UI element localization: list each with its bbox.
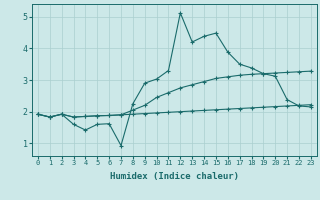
X-axis label: Humidex (Indice chaleur): Humidex (Indice chaleur): [110, 172, 239, 181]
